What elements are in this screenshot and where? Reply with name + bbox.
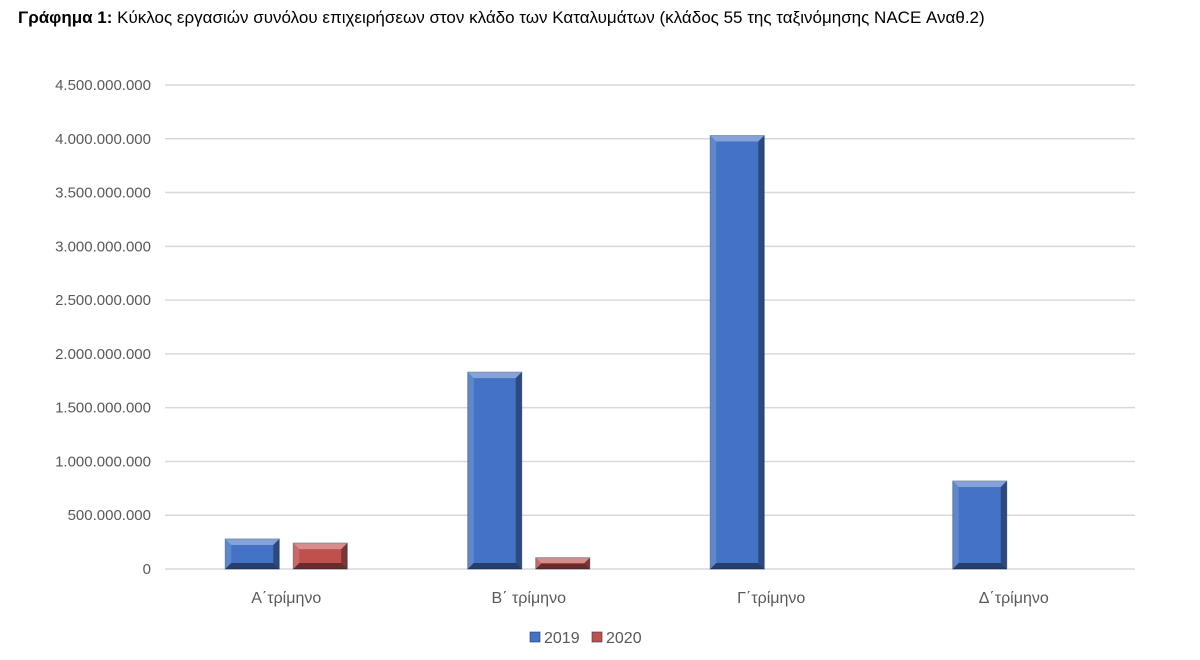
bar-bevel-bottom: [293, 563, 348, 569]
x-tick-label: Γ΄τρίμηνο: [737, 590, 805, 607]
chart-title-text: Κύκλος εργασιών συνόλου επιχειρήσεων στο…: [117, 8, 985, 27]
legend-swatch-2019: [529, 631, 541, 643]
y-tick-label: 500.000.000: [68, 507, 151, 524]
legend-label-2019: 2019: [544, 630, 580, 647]
bar-2019-3: [952, 480, 1008, 570]
legend-label-2020: 2020: [606, 630, 642, 647]
y-tick-label: 2.000.000.000: [55, 346, 151, 363]
bar-bevel-left: [710, 135, 717, 569]
legend-swatch-2020: [591, 631, 603, 643]
chart-title-prefix: Γράφημα 1:: [18, 8, 113, 27]
bar-bevel-bottom: [225, 563, 280, 569]
bar-bevel-top: [535, 557, 590, 564]
bar-2019-0: [224, 538, 280, 570]
bar-bevel-top: [710, 135, 765, 142]
bar-bevel-left: [467, 372, 474, 569]
bar-bevel-bottom: [535, 563, 590, 569]
bar-bevel-bottom: [467, 563, 522, 569]
bar-bevel-right: [1000, 481, 1007, 569]
bar-bevel-right: [584, 557, 590, 569]
bar-bevel-right: [341, 543, 348, 569]
y-tick-label: 1.500.000.000: [55, 400, 151, 417]
bar-bevel-top: [293, 543, 348, 550]
bar-bevel-left: [225, 538, 232, 569]
bars: [224, 135, 1008, 570]
x-tick-label: Α΄τρίμηνο: [251, 590, 321, 607]
y-tick-label: 3.500.000.000: [55, 185, 151, 202]
bar-bevel-left: [535, 557, 542, 569]
bar-2019-1: [467, 371, 523, 570]
bar-bevel-right: [515, 372, 522, 569]
legend: 2019 2020: [529, 630, 642, 647]
x-tick-label: Β΄ τρίμηνο: [492, 590, 567, 607]
x-axis: Α΄τρίμηνο Β΄ τρίμηνο Γ΄τρίμηνο Δ΄τρίμηνο: [251, 590, 1049, 607]
bar: [224, 538, 280, 570]
bar-2020-0: [292, 542, 348, 570]
bar-2019-2: [709, 135, 765, 570]
x-tick-label: Δ΄τρίμηνο: [979, 590, 1049, 607]
bar: [709, 135, 765, 570]
y-tick-label: 2.500.000.000: [55, 292, 151, 309]
bar-bevel-left: [293, 543, 300, 569]
bar-bevel-bottom: [952, 563, 1007, 569]
y-tick-label: 0: [143, 561, 151, 578]
bar-bevel-left: [952, 481, 959, 569]
bar: [467, 371, 523, 570]
bar-bevel-right: [273, 538, 280, 569]
y-axis: 0 500.000.000 1.000.000.000 1.500.000.000 2.…: [55, 77, 151, 578]
bar-bevel-top: [467, 372, 522, 379]
bar-bevel-bottom: [710, 563, 765, 569]
y-tick-label: 4.000.000.000: [55, 131, 151, 148]
bar: [292, 542, 348, 570]
bar-bevel-top: [952, 481, 1007, 488]
y-tick-label: 1.000.000.000: [55, 453, 151, 470]
y-tick-label: 4.500.000.000: [55, 77, 151, 94]
chart-title: Γράφημα 1: Κύκλος εργασιών συνόλου επιχε…: [18, 8, 985, 28]
bar-bevel-top: [225, 538, 280, 545]
bar: [535, 557, 591, 570]
y-tick-label: 3.000.000.000: [55, 238, 151, 255]
bar-bevel-right: [758, 135, 765, 569]
bar: [952, 480, 1008, 570]
bar-2020-1: [535, 557, 591, 570]
